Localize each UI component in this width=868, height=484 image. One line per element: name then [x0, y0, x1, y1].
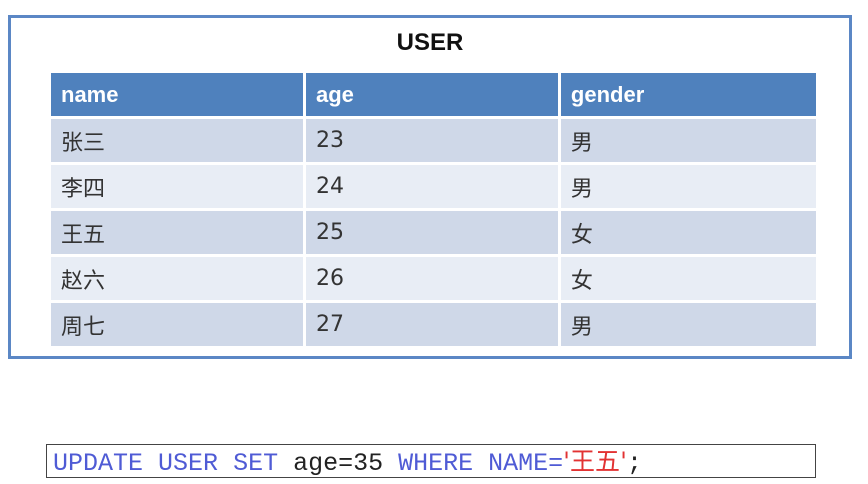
- sql-keyword-update: UPDATE: [53, 449, 144, 478]
- cell-name: 张三: [51, 119, 303, 162]
- user-table: name age gender 张三 23 男 李四 24 男 王五 25 女: [48, 70, 819, 349]
- cell-gender: 女: [560, 211, 816, 254]
- cell-gender: 男: [560, 119, 816, 162]
- column-header-gender: gender: [560, 73, 816, 116]
- column-header-age: age: [306, 73, 558, 116]
- cell-name: 周七: [51, 303, 303, 346]
- column-header-name: name: [51, 73, 303, 116]
- cell-age: 24: [306, 165, 558, 208]
- cell-age: 25: [306, 211, 558, 254]
- sql-table-name: USER: [158, 449, 219, 478]
- table-row: 王五 25 女: [51, 211, 816, 254]
- sql-quote-close: ': [620, 447, 627, 476]
- table-row: 赵六 26 女: [51, 257, 816, 300]
- cell-name: 王五: [51, 211, 303, 254]
- sql-assignment: age=35: [293, 449, 384, 478]
- sql-condition-field: NAME=: [488, 449, 564, 478]
- cell-name: 赵六: [51, 257, 303, 300]
- cell-age: 26: [306, 257, 558, 300]
- sql-condition-value: 王五: [570, 447, 621, 476]
- cell-name: 李四: [51, 165, 303, 208]
- sql-terminator: ;: [626, 449, 642, 478]
- sql-statement: UPDATE USER SET age=35 WHERE NAME='王五';: [46, 444, 816, 478]
- cell-gender: 女: [560, 257, 816, 300]
- table-frame: USER name age gender 张三 23 男 李四 24 男 王五 …: [8, 15, 852, 359]
- table-row: 张三 23 男: [51, 119, 816, 162]
- cell-gender: 男: [560, 165, 816, 208]
- cell-age: 23: [306, 119, 558, 162]
- table-row: 李四 24 男: [51, 165, 816, 208]
- cell-gender: 男: [560, 303, 816, 346]
- sql-keyword-where: WHERE: [398, 449, 474, 478]
- table-header-row: name age gender: [51, 73, 816, 116]
- sql-keyword-set: SET: [233, 449, 279, 478]
- table-title: USER: [396, 29, 464, 56]
- table-row: 周七 27 男: [51, 303, 816, 346]
- cell-age: 27: [306, 303, 558, 346]
- sql-quote-open: ': [563, 447, 571, 476]
